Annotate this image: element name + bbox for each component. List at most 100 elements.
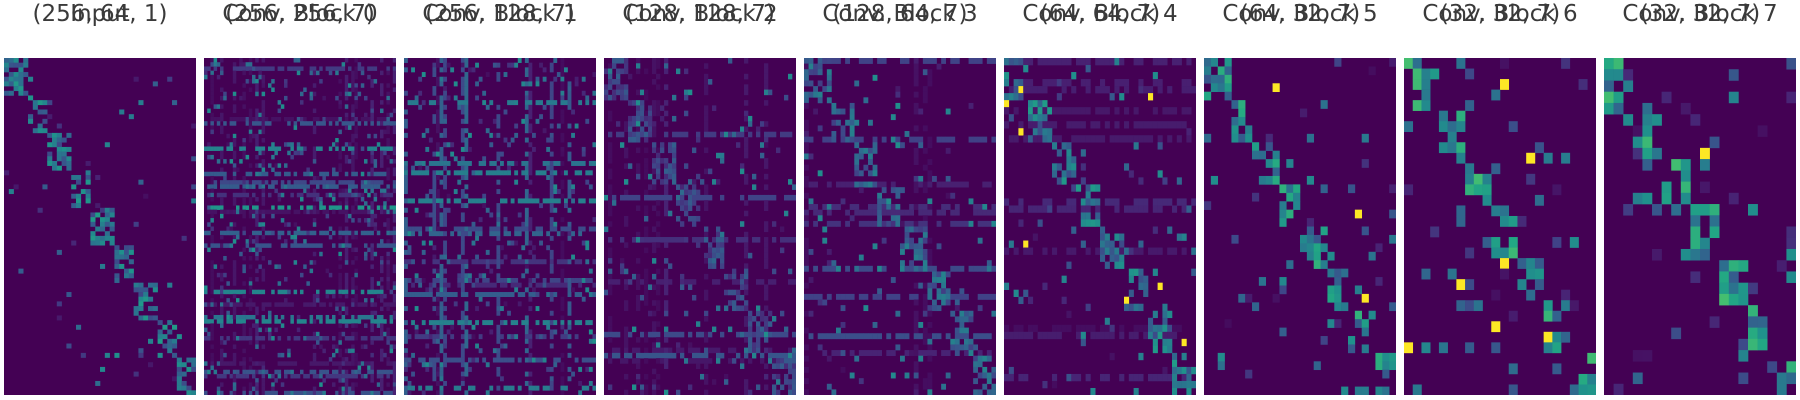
heatmap-cell [496, 170, 501, 176]
heatmap-cell [453, 301, 458, 307]
heatmap-cell [471, 198, 476, 204]
heatmap-cell [913, 220, 919, 227]
heatmap-cell [817, 91, 823, 98]
heatmap-cell [500, 198, 504, 204]
heatmap-cell [354, 230, 358, 236]
heatmap-cell [328, 205, 333, 210]
heatmap-cell [492, 231, 497, 237]
heatmap-cell [608, 316, 613, 322]
heatmap-cell [620, 58, 625, 64]
heatmap-cell [560, 62, 565, 68]
heatmap-cell [271, 213, 275, 219]
heatmap-cell [968, 338, 974, 345]
heatmap-cell [585, 366, 590, 372]
heatmap-cell [744, 268, 749, 275]
heatmap-cell [475, 357, 479, 363]
heatmap-cell [404, 189, 408, 195]
heatmap-cell [927, 142, 933, 149]
heatmap-cell [604, 289, 609, 296]
heatmap-cell [261, 184, 266, 189]
heatmap-cell [351, 108, 355, 114]
heatmap-cell [553, 198, 558, 204]
heatmap-cell [293, 373, 298, 379]
heatmap-cell [360, 116, 365, 122]
heatmap-cell [660, 358, 665, 364]
heatmap-cell [644, 173, 649, 180]
heatmap-cell [528, 371, 533, 377]
heatmap-cell [338, 230, 342, 236]
heatmap-cell [338, 310, 342, 316]
heatmap-cell [341, 180, 346, 185]
heatmap-cell [148, 282, 154, 288]
heatmap-cell [344, 336, 349, 341]
heatmap-cell [624, 68, 629, 75]
panel-title: Conv. Block 5 [1222, 1, 1378, 27]
heatmap-cell [574, 123, 579, 129]
heatmap-cell [592, 292, 596, 298]
heatmap-cell [1085, 86, 1091, 94]
heatmap-cell [1152, 107, 1158, 115]
heatmap-cell [232, 95, 237, 101]
heatmap-cell [373, 222, 378, 227]
heatmap-cell [344, 218, 349, 223]
heatmap-cell [287, 336, 291, 341]
heatmap-cell [1138, 240, 1144, 248]
heatmap-cell [460, 104, 465, 110]
heatmap-cell [439, 324, 444, 330]
heatmap-cell [831, 389, 837, 395]
heatmap-cell [220, 310, 224, 316]
heatmap-cell [913, 310, 919, 317]
heatmap-cell [344, 95, 349, 101]
heatmap-cell [840, 350, 846, 356]
heatmap-cell [380, 209, 384, 215]
heatmap-cell [1104, 107, 1110, 115]
heatmap-cell [768, 352, 773, 359]
heatmap-cell [945, 175, 951, 182]
heatmap-cell [380, 260, 384, 265]
heatmap-cell [684, 205, 689, 212]
heatmap-cell [496, 235, 501, 241]
heatmap-cell [1238, 116, 1246, 126]
heatmap-cell [728, 131, 733, 138]
heatmap-cell [1056, 331, 1062, 340]
heatmap-cell [831, 260, 837, 267]
heatmap-cell [492, 357, 497, 363]
heatmap-cell [1162, 331, 1168, 340]
heatmap-cell [280, 352, 285, 358]
heatmap-cell [425, 198, 430, 204]
heatmap-cell [764, 284, 769, 290]
heatmap-cell [528, 100, 533, 106]
heatmap-cell [242, 188, 246, 194]
heatmap-cell [1028, 100, 1034, 108]
heatmap-cell [341, 369, 346, 375]
heatmap-cell [325, 319, 330, 324]
heatmap-cell [604, 94, 609, 101]
heatmap-cell [322, 390, 326, 395]
heatmap-cell [1152, 72, 1158, 80]
heatmap-cell [712, 347, 717, 354]
heatmap-cell [982, 333, 988, 340]
heatmap-cell [236, 234, 240, 240]
heatmap-cell [380, 150, 384, 156]
heatmap-cell [220, 277, 224, 282]
heatmap-cell [684, 310, 689, 317]
heatmap-cell [664, 347, 669, 354]
heatmap-cell [432, 376, 437, 382]
heatmap-cell [656, 58, 661, 64]
heatmap-cell [1066, 247, 1072, 255]
heatmap-cell [608, 273, 613, 280]
heatmap-cell [808, 277, 814, 283]
heatmap-cell [242, 361, 246, 366]
heatmap-cell [274, 180, 278, 185]
heatmap-cell [290, 116, 294, 122]
heatmap-cell [760, 331, 765, 338]
heatmap-cell [581, 146, 586, 152]
heatmap-cell [392, 302, 396, 307]
heatmap-cell [954, 316, 960, 323]
heatmap-cell [411, 385, 415, 391]
heatmap-cell [688, 200, 693, 206]
heatmap-cell [370, 116, 374, 122]
heatmap-cell [660, 147, 665, 154]
heatmap-cell [826, 136, 832, 143]
heatmap-cell [700, 237, 705, 243]
